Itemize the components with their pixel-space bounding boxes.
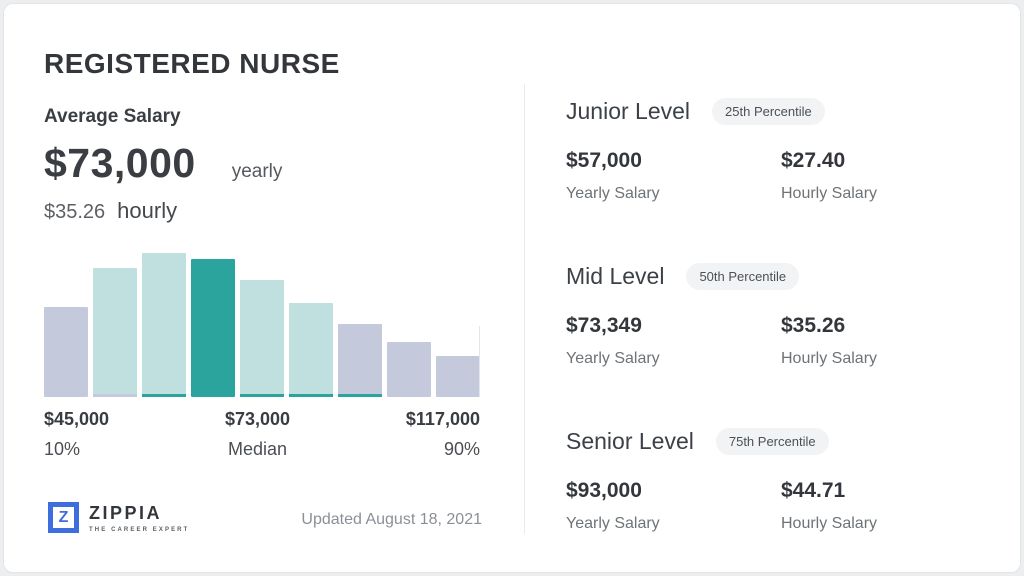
junior-hourly-label: Hourly Salary [781,185,878,202]
mid-level-values: $73,349 Yearly Salary $35.26 Hourly Sala… [566,314,996,368]
histogram-bar-4 [191,259,235,397]
axis-90th-value: $117,000 [405,409,480,429]
axis-label-10th: $45,000 10% [44,409,109,460]
senior-hourly-value: $44.71 [781,479,846,502]
page-title: REGISTERED NURSE [44,48,340,79]
average-yearly-unit: yearly [231,161,283,182]
histogram-bar-stripe [93,394,137,397]
chart-axis-labels: $45,000 10% $73,000 Median $117,000 90% [44,409,480,460]
junior-hourly-value: $27.40 [781,149,846,172]
mid-yearly-label: Yearly Salary [566,350,660,367]
vertical-divider [524,84,525,534]
mid-percentile-badge: 50th Percentile [686,263,800,290]
histogram-bar-stripe [289,394,333,397]
senior-level-section: Senior Level 75th Percentile $93,000 Yea… [566,428,996,533]
histogram-bar-5 [240,280,284,397]
mid-hourly-block: $35.26 Hourly Salary [781,314,996,368]
axis-median-value: $73,000 [224,409,291,429]
junior-level-values: $57,000 Yearly Salary $27.40 Hourly Sala… [566,149,996,203]
zippia-logo[interactable]: Z ZIPPIA THE CAREER EXPERT [48,502,189,533]
mid-yearly-value: $73,349 [566,314,642,337]
updated-date: Updated August 18, 2021 [301,511,482,528]
mid-yearly-block: $73,349 Yearly Salary [566,314,781,368]
mid-level-section: Mid Level 50th Percentile $73,349 Yearly… [566,263,996,368]
histogram-bar-stripe [338,394,382,397]
chart-edge-line [479,326,480,397]
mid-level-title: Mid Level [566,263,665,289]
mid-level-header: Mid Level 50th Percentile [566,263,996,290]
average-yearly-row: $73,000 yearly [44,140,282,187]
zippia-logo-icon: Z [48,502,79,533]
axis-median-sub: Median [227,439,288,459]
senior-yearly-label: Yearly Salary [566,515,660,532]
mid-hourly-label: Hourly Salary [781,350,878,367]
mid-hourly-value: $35.26 [781,314,846,337]
zippia-logo-text: ZIPPIA THE CAREER EXPERT [89,503,189,533]
histogram-bar-8 [387,342,431,397]
senior-yearly-value: $93,000 [566,479,642,502]
senior-level-values: $93,000 Yearly Salary $44.71 Hourly Sala… [566,479,996,533]
junior-yearly-block: $57,000 Yearly Salary [566,149,781,203]
zippia-logo-name: ZIPPIA [89,502,163,523]
histogram-bar-7 [338,324,382,397]
junior-yearly-label: Yearly Salary [566,185,660,202]
salary-card: REGISTERED NURSE Average Salary $73,000 … [3,3,1021,573]
salary-distribution-chart [44,252,480,397]
junior-level-section: Junior Level 25th Percentile $57,000 Yea… [566,98,996,203]
average-yearly-value: $73,000 [44,140,196,186]
junior-percentile-badge: 25th Percentile [712,98,825,125]
axis-90th-sub: 90% [443,439,480,459]
junior-level-header: Junior Level 25th Percentile [566,98,996,125]
average-salary-label: Average Salary [44,106,181,127]
axis-10th-value: $45,000 [44,409,110,429]
junior-level-title: Junior Level [566,98,691,124]
zippia-logo-tagline: THE CAREER EXPERT [89,526,190,533]
senior-hourly-block: $44.71 Hourly Salary [781,479,996,533]
axis-10th-sub: 10% [44,439,81,459]
histogram-bar-3 [142,253,186,397]
senior-level-title: Senior Level [566,428,694,454]
axis-label-median: $73,000 Median [225,409,290,460]
senior-yearly-block: $93,000 Yearly Salary [566,479,781,533]
histogram-bar-9 [436,356,480,397]
average-hourly-row: $35.26 hourly [44,198,177,224]
senior-level-header: Senior Level 75th Percentile [566,428,996,455]
average-hourly-unit: hourly [117,198,178,223]
average-hourly-value: $35.26 [44,201,106,223]
senior-hourly-label: Hourly Salary [781,515,878,532]
histogram-bar-2 [93,268,137,397]
histogram-bar-stripe [142,394,186,397]
junior-hourly-block: $27.40 Hourly Salary [781,149,996,203]
axis-label-90th: $117,000 90% [406,409,480,460]
senior-percentile-badge: 75th Percentile [715,428,829,455]
histogram-bar-6 [289,303,333,397]
junior-yearly-value: $57,000 [566,149,642,172]
histogram-bar-stripe [240,394,284,397]
histogram-bar-1 [44,307,88,397]
